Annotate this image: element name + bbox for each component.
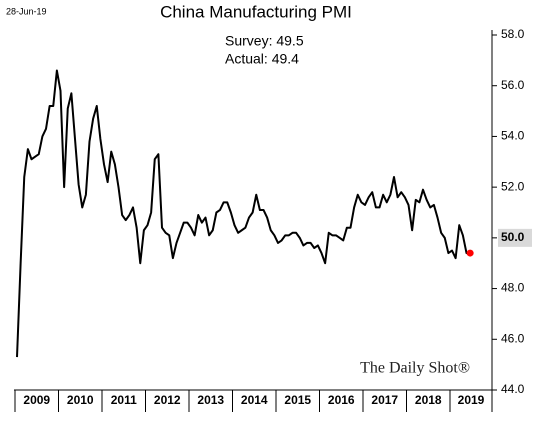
x-tick-label: 2017 [371,393,398,407]
highlight-box [498,228,532,247]
x-tick-label: 2016 [328,393,355,407]
x-tick-label: 2018 [415,393,442,407]
y-tick-label: 44.0 [501,382,525,396]
date-label: 28-Jun-19 [6,6,47,16]
y-tick-label: 54.0 [501,129,525,143]
annotation: Survey: 49.5 [225,33,304,49]
line-series [16,69,471,358]
annotation: Actual: 49.4 [225,51,299,67]
x-tick-label: 2010 [67,393,94,407]
x-tick-label: 2009 [23,393,50,407]
x-tick-label: 2013 [197,393,224,407]
y-tick-label: 48.0 [501,281,525,295]
x-tick-label: 2012 [154,393,181,407]
x-tick-label: 2011 [111,393,137,407]
y-tick-label: 58.0 [501,27,525,41]
y-tick-label: 46.0 [501,331,525,345]
x-tick-label: 2019 [458,393,485,407]
source-watermark: The Daily Shot® [360,360,470,377]
y-tick-label: 52.0 [501,179,525,193]
y-tick-label: 56.0 [501,78,525,92]
x-tick-label: 2015 [284,393,311,407]
y-tick-label: 50.0 [501,230,525,244]
chart-title: China Manufacturing PMI [160,2,352,21]
last-point [466,249,474,257]
x-tick-label: 2014 [241,393,268,407]
